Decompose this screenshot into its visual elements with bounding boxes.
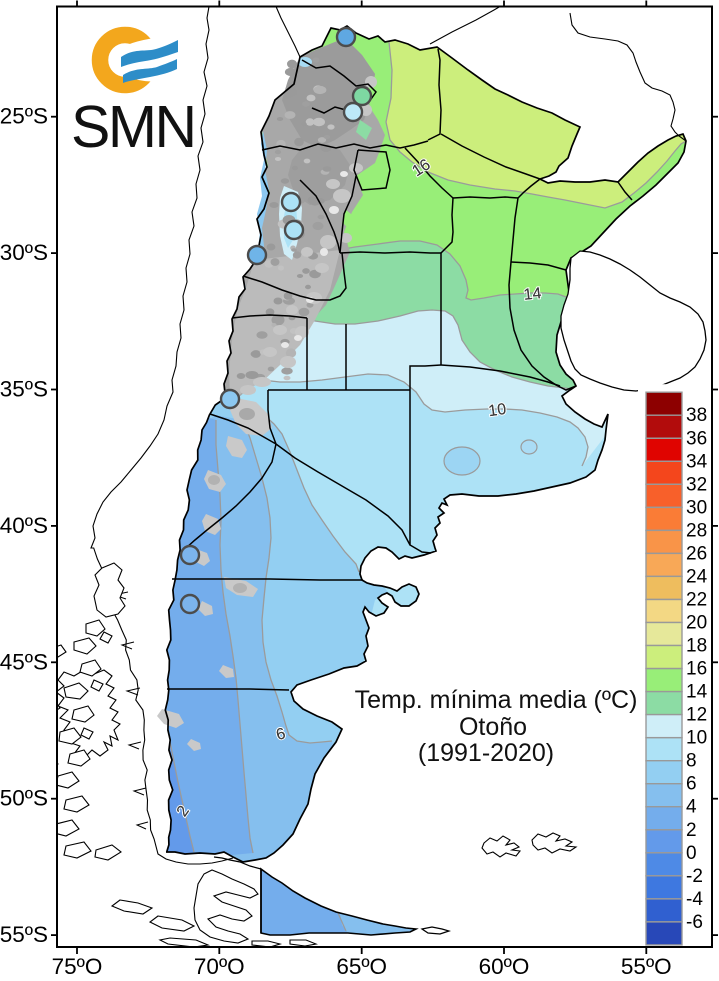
svg-text:22: 22 (686, 590, 707, 611)
svg-text:50ºS: 50ºS (0, 786, 48, 811)
svg-text:10: 10 (487, 401, 507, 420)
svg-text:14: 14 (523, 285, 543, 304)
svg-text:34: 34 (686, 451, 708, 472)
svg-text:35ºS: 35ºS (0, 377, 48, 402)
svg-text:24: 24 (686, 566, 708, 587)
svg-text:25ºS: 25ºS (0, 104, 48, 129)
svg-text:-6: -6 (686, 912, 703, 933)
svg-text:38: 38 (686, 405, 707, 426)
svg-text:6: 6 (686, 774, 697, 795)
svg-text:10: 10 (686, 728, 707, 749)
svg-text:30ºS: 30ºS (0, 240, 48, 265)
svg-text:0: 0 (686, 843, 697, 864)
svg-text:2: 2 (686, 820, 697, 841)
svg-text:14: 14 (523, 285, 543, 304)
svg-text:32: 32 (686, 474, 707, 495)
svg-text:40ºS: 40ºS (0, 513, 48, 538)
svg-text:18: 18 (686, 636, 707, 657)
svg-text:20: 20 (686, 613, 707, 634)
svg-text:45ºS: 45ºS (0, 649, 48, 674)
svg-text:(1991-2020): (1991-2020) (418, 739, 554, 767)
svg-text:60ºO: 60ºO (479, 954, 530, 979)
svg-text:6: 6 (274, 725, 287, 744)
svg-text:4: 4 (686, 797, 697, 818)
svg-text:-4: -4 (686, 889, 703, 910)
svg-text:8: 8 (686, 751, 697, 772)
svg-text:36: 36 (686, 428, 707, 449)
svg-text:10: 10 (487, 401, 507, 420)
svg-text:26: 26 (686, 543, 707, 564)
svg-text:55ºO: 55ºO (621, 954, 672, 979)
svg-text:65ºO: 65ºO (336, 954, 387, 979)
svg-text:12: 12 (686, 705, 707, 726)
svg-text:30: 30 (686, 497, 707, 518)
svg-text:-2: -2 (686, 866, 703, 887)
svg-text:75ºO: 75ºO (52, 954, 103, 979)
svg-text:55ºS: 55ºS (0, 922, 48, 947)
svg-text:14: 14 (686, 682, 708, 703)
svg-text:SMN: SMN (71, 94, 195, 160)
svg-text:16: 16 (686, 659, 707, 680)
svg-text:Otoño: Otoño (459, 713, 527, 741)
svg-text:70ºO: 70ºO (194, 954, 245, 979)
svg-text:Temp. mínima media (ºC): Temp. mínima media (ºC) (355, 686, 638, 714)
svg-text:28: 28 (686, 520, 707, 541)
